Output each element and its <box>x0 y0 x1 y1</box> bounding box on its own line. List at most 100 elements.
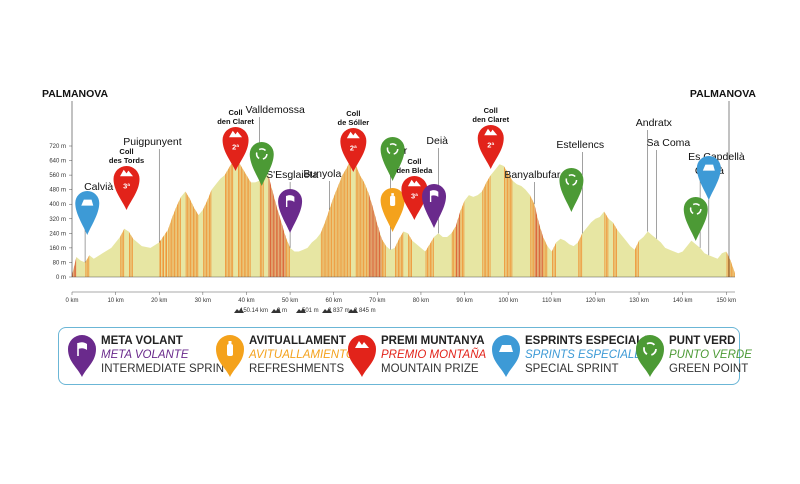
gradient-stripe <box>462 158 463 277</box>
gradient-stripe <box>326 158 328 277</box>
marker-pin <box>422 184 447 228</box>
x-tick-label: 90 km <box>456 298 472 304</box>
marker-pin <box>348 335 376 377</box>
legend-green-ca: PUNT VERD <box>669 335 736 347</box>
gradient-stripe <box>457 158 459 277</box>
mountain-marker-icon <box>348 335 376 377</box>
gradient-stripe <box>271 158 273 277</box>
y-tick-label: 160 m <box>49 246 66 252</box>
stat-icon <box>348 308 358 313</box>
gradient-stripe <box>373 158 375 277</box>
recycle-icon <box>689 203 702 215</box>
gradient-stripe <box>607 158 609 277</box>
stat-icon <box>271 308 281 313</box>
gradient-stripe <box>193 158 194 277</box>
mountain-icon <box>229 130 243 138</box>
climb-label-line2: de Sóller <box>337 118 369 127</box>
gradient-stripe <box>339 158 341 277</box>
gradient-stripe <box>187 158 189 277</box>
flag-cloth <box>286 195 295 202</box>
gradient-stripe <box>278 158 280 277</box>
gradient-stripe <box>275 158 277 277</box>
gradient-stripe <box>206 158 207 277</box>
gradient-stripe <box>361 158 363 277</box>
gradient-stripe <box>72 158 74 277</box>
legend-mountain-es: PREMIO MONTAÑA <box>381 349 487 361</box>
gradient-stripe <box>241 158 242 277</box>
x-tick-label: 0 km <box>65 298 78 304</box>
gradient-stripe <box>579 158 581 277</box>
finish-label: PALMANOVA <box>690 88 757 100</box>
gradient-stripe <box>537 158 539 277</box>
legend-green-es: PUNTO VERDE <box>669 349 752 361</box>
gradient-stripe <box>363 158 364 277</box>
marker-pin <box>75 191 100 235</box>
y-tick-label: 480 m <box>49 188 66 194</box>
gradient-stripe <box>159 158 162 277</box>
recycle-icon <box>565 174 578 186</box>
gradient-stripe <box>165 158 168 277</box>
gradient-stripe <box>238 158 239 277</box>
stat-value: 501 m <box>302 308 319 314</box>
refreshment-marker-icon <box>216 335 244 377</box>
climb-label-line1: Coll <box>228 108 242 117</box>
special-sprint-icon <box>81 199 94 206</box>
gradient-stripe <box>191 158 193 277</box>
refresh-marker <box>380 188 405 232</box>
legend-refresh-es: AVITUALLAMIENTO <box>249 349 355 361</box>
place-label: Calvià <box>84 181 113 193</box>
special-sprint-icon <box>499 345 513 352</box>
gradient-stripe <box>338 158 340 277</box>
marker-pin <box>683 197 708 241</box>
gradient-stripe <box>246 158 248 277</box>
marker-pin <box>68 335 96 377</box>
gradient-stripe <box>533 158 535 277</box>
marker-pin <box>249 142 274 186</box>
gradient-stripe <box>203 158 205 277</box>
x-tick-label: 80 km <box>413 298 429 304</box>
gradient-stripe <box>232 158 234 277</box>
category-label: 3ª <box>411 191 418 200</box>
legend-mountain-ca: PREMI MUNTANYA <box>381 335 485 347</box>
mountain-icon <box>484 128 498 136</box>
gradient-stripe <box>507 158 508 277</box>
gradient-stripe <box>505 158 507 277</box>
mountain-marker: 2ª <box>340 128 367 172</box>
marker-pin <box>340 128 367 172</box>
marker-pin <box>113 166 140 210</box>
place-label: Deià <box>426 135 448 147</box>
gradient-stripe <box>459 158 460 277</box>
gradient-stripe <box>268 158 270 277</box>
legend-mountain-en: MOUNTAIN PRIZE <box>381 363 479 375</box>
gradient-stripe <box>368 158 370 277</box>
marker-pin <box>380 137 405 181</box>
gradient-stripe <box>486 158 488 277</box>
gradient-stripe <box>483 158 485 277</box>
green-marker <box>380 137 405 181</box>
climb-label-line1: Coll <box>119 147 133 156</box>
gradient-stripe <box>347 158 348 277</box>
gradient-stripe <box>335 158 337 277</box>
gradient-stripe <box>539 158 540 277</box>
gradient-stripe <box>332 158 334 277</box>
gradient-stripe <box>230 158 232 277</box>
gradient-stripe <box>508 158 510 277</box>
marker-pin <box>380 188 405 232</box>
gradient-stripe <box>188 158 190 277</box>
gradient-stripe <box>456 158 457 277</box>
gradient-stripe <box>616 158 617 277</box>
x-tick-label: 130 km <box>629 298 649 304</box>
gradient-stripe <box>366 158 367 277</box>
marker-pin <box>278 189 303 233</box>
gradient-stripe <box>225 158 226 277</box>
climb-label-line2: den Bleda <box>396 166 433 175</box>
y-tick-label: 720 m <box>49 144 66 150</box>
gradient-stripe <box>73 158 75 277</box>
stat-icon <box>322 308 332 313</box>
gradient-stripe <box>195 158 197 277</box>
place-label: Andratx <box>636 117 673 129</box>
gradient-stripe <box>453 158 455 277</box>
category-label: 2ª <box>232 142 239 151</box>
legend-refresh-ca: AVITUALLAMENT <box>249 335 346 347</box>
climb-label-line2: des Tords <box>109 156 144 165</box>
